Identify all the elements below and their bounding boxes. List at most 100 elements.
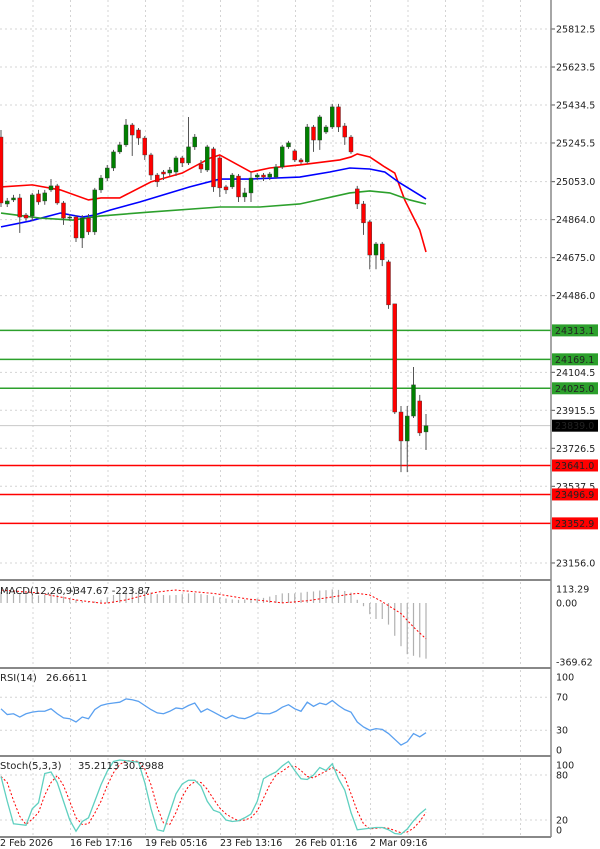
- time-axis-label: 19 Feb 05:16: [145, 838, 207, 849]
- bearish-candle: [348, 136, 354, 153]
- bearish-candle: [198, 163, 204, 170]
- bullish-candle: [267, 173, 272, 178]
- bullish-candle: [255, 174, 260, 178]
- bearish-candle: [311, 126, 316, 141]
- stochastic-panel[interactable]: Stoch(5,3,3) 35.2113 30.2988: [0, 759, 427, 835]
- stoch-main-line: [0, 759, 427, 835]
- price-tick-label: 25812.5: [556, 25, 595, 36]
- bearish-candle: [23, 214, 29, 219]
- macd-readout: -347.67 -223.87: [70, 586, 150, 597]
- bullish-candle: [323, 126, 329, 133]
- level-price-tag: [552, 324, 598, 337]
- rsi-readout: 26.6611: [46, 673, 87, 684]
- bearish-candle: [17, 197, 22, 218]
- rsi-tick-label: 0: [556, 746, 562, 757]
- stoch-title: Stoch(5,3,3): [0, 761, 62, 772]
- price-tick-label: 24675.0: [556, 253, 595, 264]
- bullish-candle: [123, 124, 129, 146]
- bullish-candle: [286, 142, 291, 148]
- stoch-signal-line: [0, 760, 427, 834]
- bullish-candle: [111, 151, 116, 169]
- bearish-candle: [217, 157, 222, 189]
- bearish-candle: [261, 174, 266, 178]
- grid: [0, 0, 551, 836]
- bearish-candle: [0, 136, 4, 204]
- bullish-candle: [205, 146, 210, 171]
- bearish-candle: [355, 188, 360, 205]
- bearish-candle: [61, 202, 66, 219]
- price-tick-label: 25623.5: [556, 62, 595, 73]
- bullish-candle: [330, 106, 335, 128]
- bearish-candle: [292, 150, 297, 161]
- bullish-candle: [405, 415, 410, 442]
- bullish-candle: [317, 116, 322, 141]
- level-price-label: 24025.0: [555, 384, 594, 395]
- bearish-candle: [392, 303, 397, 413]
- stoch-tick-label: 100: [556, 761, 574, 772]
- bearish-candle: [136, 129, 141, 139]
- level-price-label: 23641.0: [555, 461, 594, 472]
- bullish-candle: [98, 177, 104, 191]
- price-tick-label: 23537.5: [556, 482, 595, 493]
- price-tick-label: 24104.5: [556, 368, 595, 379]
- rsi-title: RSI(14): [0, 673, 37, 684]
- bullish-candle: [411, 384, 416, 417]
- stoch-tick-label: 20: [556, 816, 568, 827]
- bearish-candle: [417, 400, 422, 434]
- level-price-tag: [552, 488, 598, 501]
- macd-tick-label: -369.62: [556, 658, 593, 669]
- bullish-candle: [48, 185, 54, 191]
- price-tick-label: 24864.0: [556, 215, 595, 226]
- bearish-candle: [36, 193, 41, 203]
- bearish-candle: [336, 106, 341, 128]
- bearish-candle: [236, 175, 241, 198]
- bullish-candle: [423, 425, 429, 433]
- bearish-candle: [211, 148, 216, 188]
- bullish-candle: [230, 174, 235, 188]
- bullish-candle: [192, 136, 197, 148]
- bullish-candle: [186, 146, 191, 164]
- bullish-candle: [105, 167, 110, 179]
- level-price-tag: [552, 459, 598, 472]
- level-price-label: 23496.9: [555, 490, 594, 501]
- level-price-label: 24169.1: [555, 355, 594, 366]
- stoch-readout: 35.2113 30.2988: [78, 761, 164, 772]
- level-price-label: 24313.1: [555, 326, 594, 337]
- bullish-candle: [173, 157, 179, 173]
- bearish-candle: [142, 137, 147, 156]
- price-panel[interactable]: [0, 103, 551, 525]
- bullish-candle: [242, 192, 247, 198]
- bullish-candle: [92, 189, 97, 233]
- rsi-tick-label: 30: [556, 726, 568, 737]
- bullish-candle: [5, 200, 10, 205]
- bearish-candle: [55, 185, 60, 204]
- macd-tick-label: 0.00: [556, 599, 577, 610]
- rsi-tick-label: 70: [556, 693, 568, 704]
- bullish-candle: [80, 217, 85, 239]
- bullish-candle: [11, 197, 16, 201]
- bearish-candle: [298, 159, 304, 163]
- bullish-candle: [248, 177, 254, 194]
- macd-tick-label: 113.29: [556, 585, 589, 596]
- price-tick-label: 25053.0: [556, 177, 595, 188]
- macd-panel[interactable]: MACD(12,26,9)-347.67 -223.87: [0, 586, 427, 659]
- bearish-candle: [180, 157, 185, 164]
- price-tick-label: 25245.5: [556, 138, 595, 149]
- bearish-candle: [130, 124, 135, 136]
- bullish-candle: [117, 144, 122, 153]
- time-axis-label: 2 Mar 09:16: [370, 838, 427, 849]
- rsi-panel[interactable]: RSI(14) 26.6611: [0, 673, 427, 746]
- macd-title: MACD(12,26,9): [0, 586, 76, 597]
- bearish-candle: [386, 261, 391, 306]
- current-price-label: 23839.0: [555, 421, 594, 432]
- rsi-tick-label: 100: [556, 673, 574, 684]
- rsi-line: [0, 698, 427, 746]
- bearish-candle: [223, 186, 229, 191]
- price-tick-label: 23726.5: [556, 444, 595, 455]
- bearish-candle: [161, 171, 166, 175]
- bearish-candle: [73, 216, 79, 239]
- level-price-tag: [552, 353, 598, 366]
- bearish-candle: [155, 174, 160, 183]
